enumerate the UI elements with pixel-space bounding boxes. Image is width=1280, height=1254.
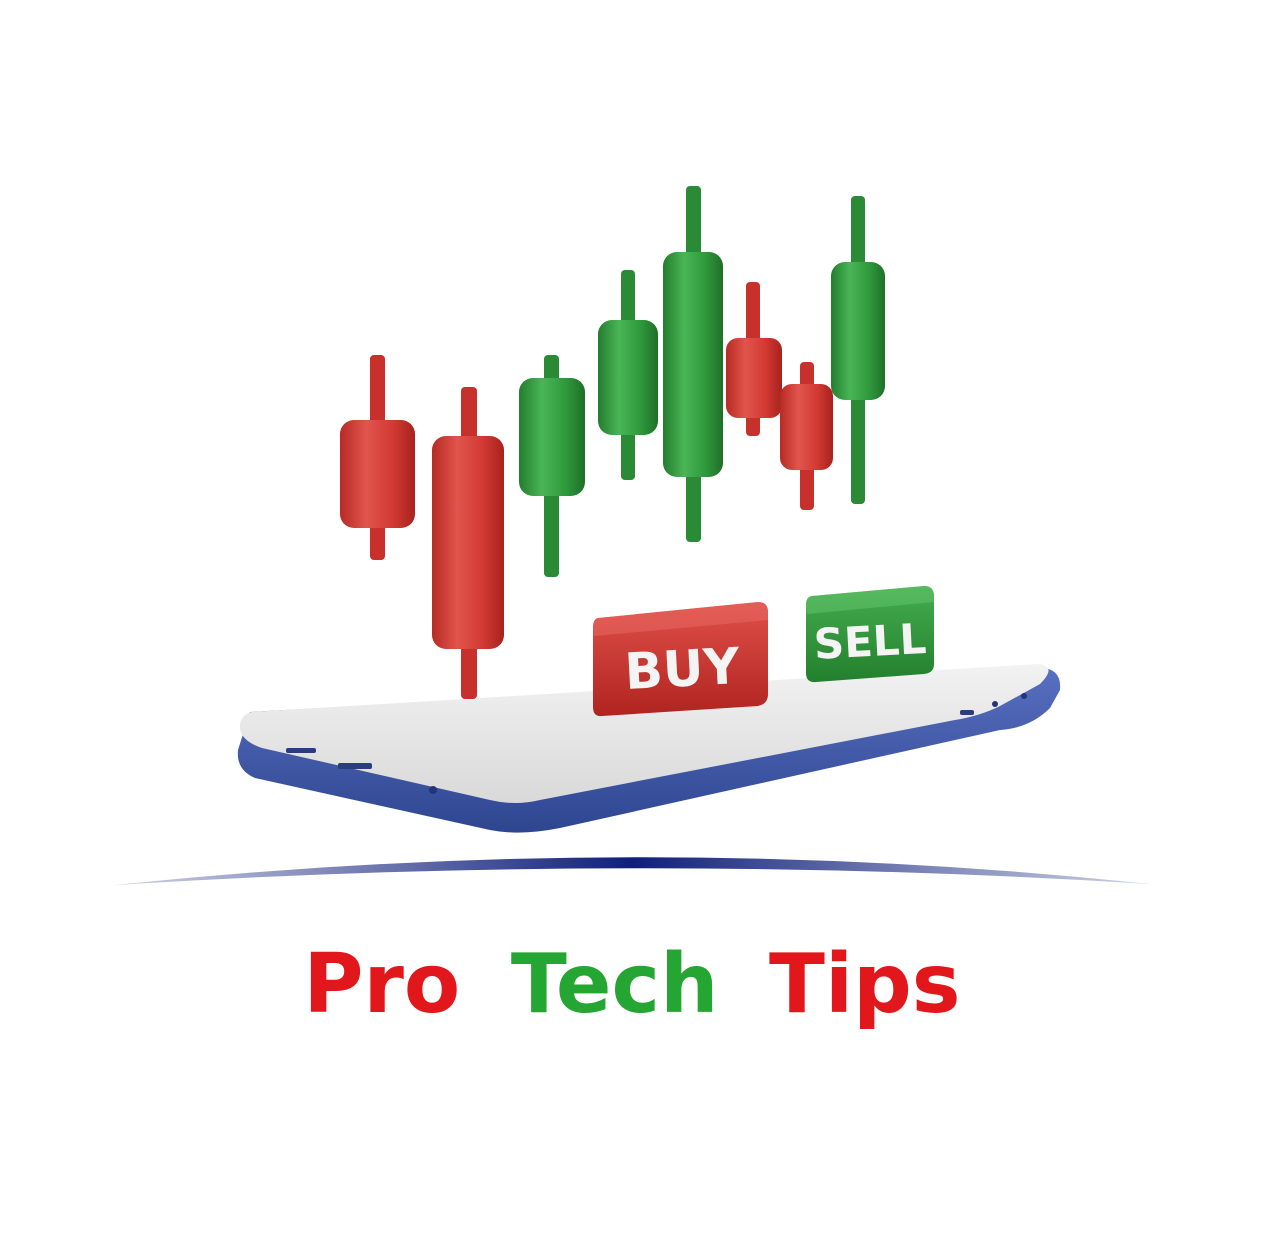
brand-word-tech: Tech — [511, 937, 719, 1032]
buy-button-label: BUY — [623, 637, 742, 701]
phone-port — [1021, 693, 1027, 699]
candle-bullish — [663, 186, 723, 542]
candle-bearish — [780, 362, 833, 510]
candle-bullish — [519, 355, 585, 577]
candle-bullish — [598, 270, 658, 480]
sell-button: SELL — [806, 586, 934, 683]
phone-screen — [239, 664, 1049, 803]
phone-side-button — [338, 763, 372, 769]
candle-bearish — [340, 355, 415, 560]
phone-port — [992, 701, 998, 707]
candle-bearish — [432, 387, 504, 699]
sell-button-label: SELL — [813, 614, 928, 669]
buy-button: BUY — [593, 602, 768, 717]
candle-bullish — [831, 196, 885, 504]
phone-port — [429, 786, 437, 794]
phone-side-button — [960, 710, 974, 715]
phone-side-button — [286, 748, 316, 753]
brand-word-pro: Pro — [303, 937, 460, 1032]
candle-bearish — [726, 282, 782, 436]
brand-word-tips: Tips — [769, 937, 961, 1032]
candlestick-chart-icon — [340, 186, 885, 699]
swoosh-divider — [115, 857, 1150, 885]
brand-name: Pro Tech Tips — [303, 937, 960, 1032]
smartphone-icon — [237, 664, 1061, 833]
